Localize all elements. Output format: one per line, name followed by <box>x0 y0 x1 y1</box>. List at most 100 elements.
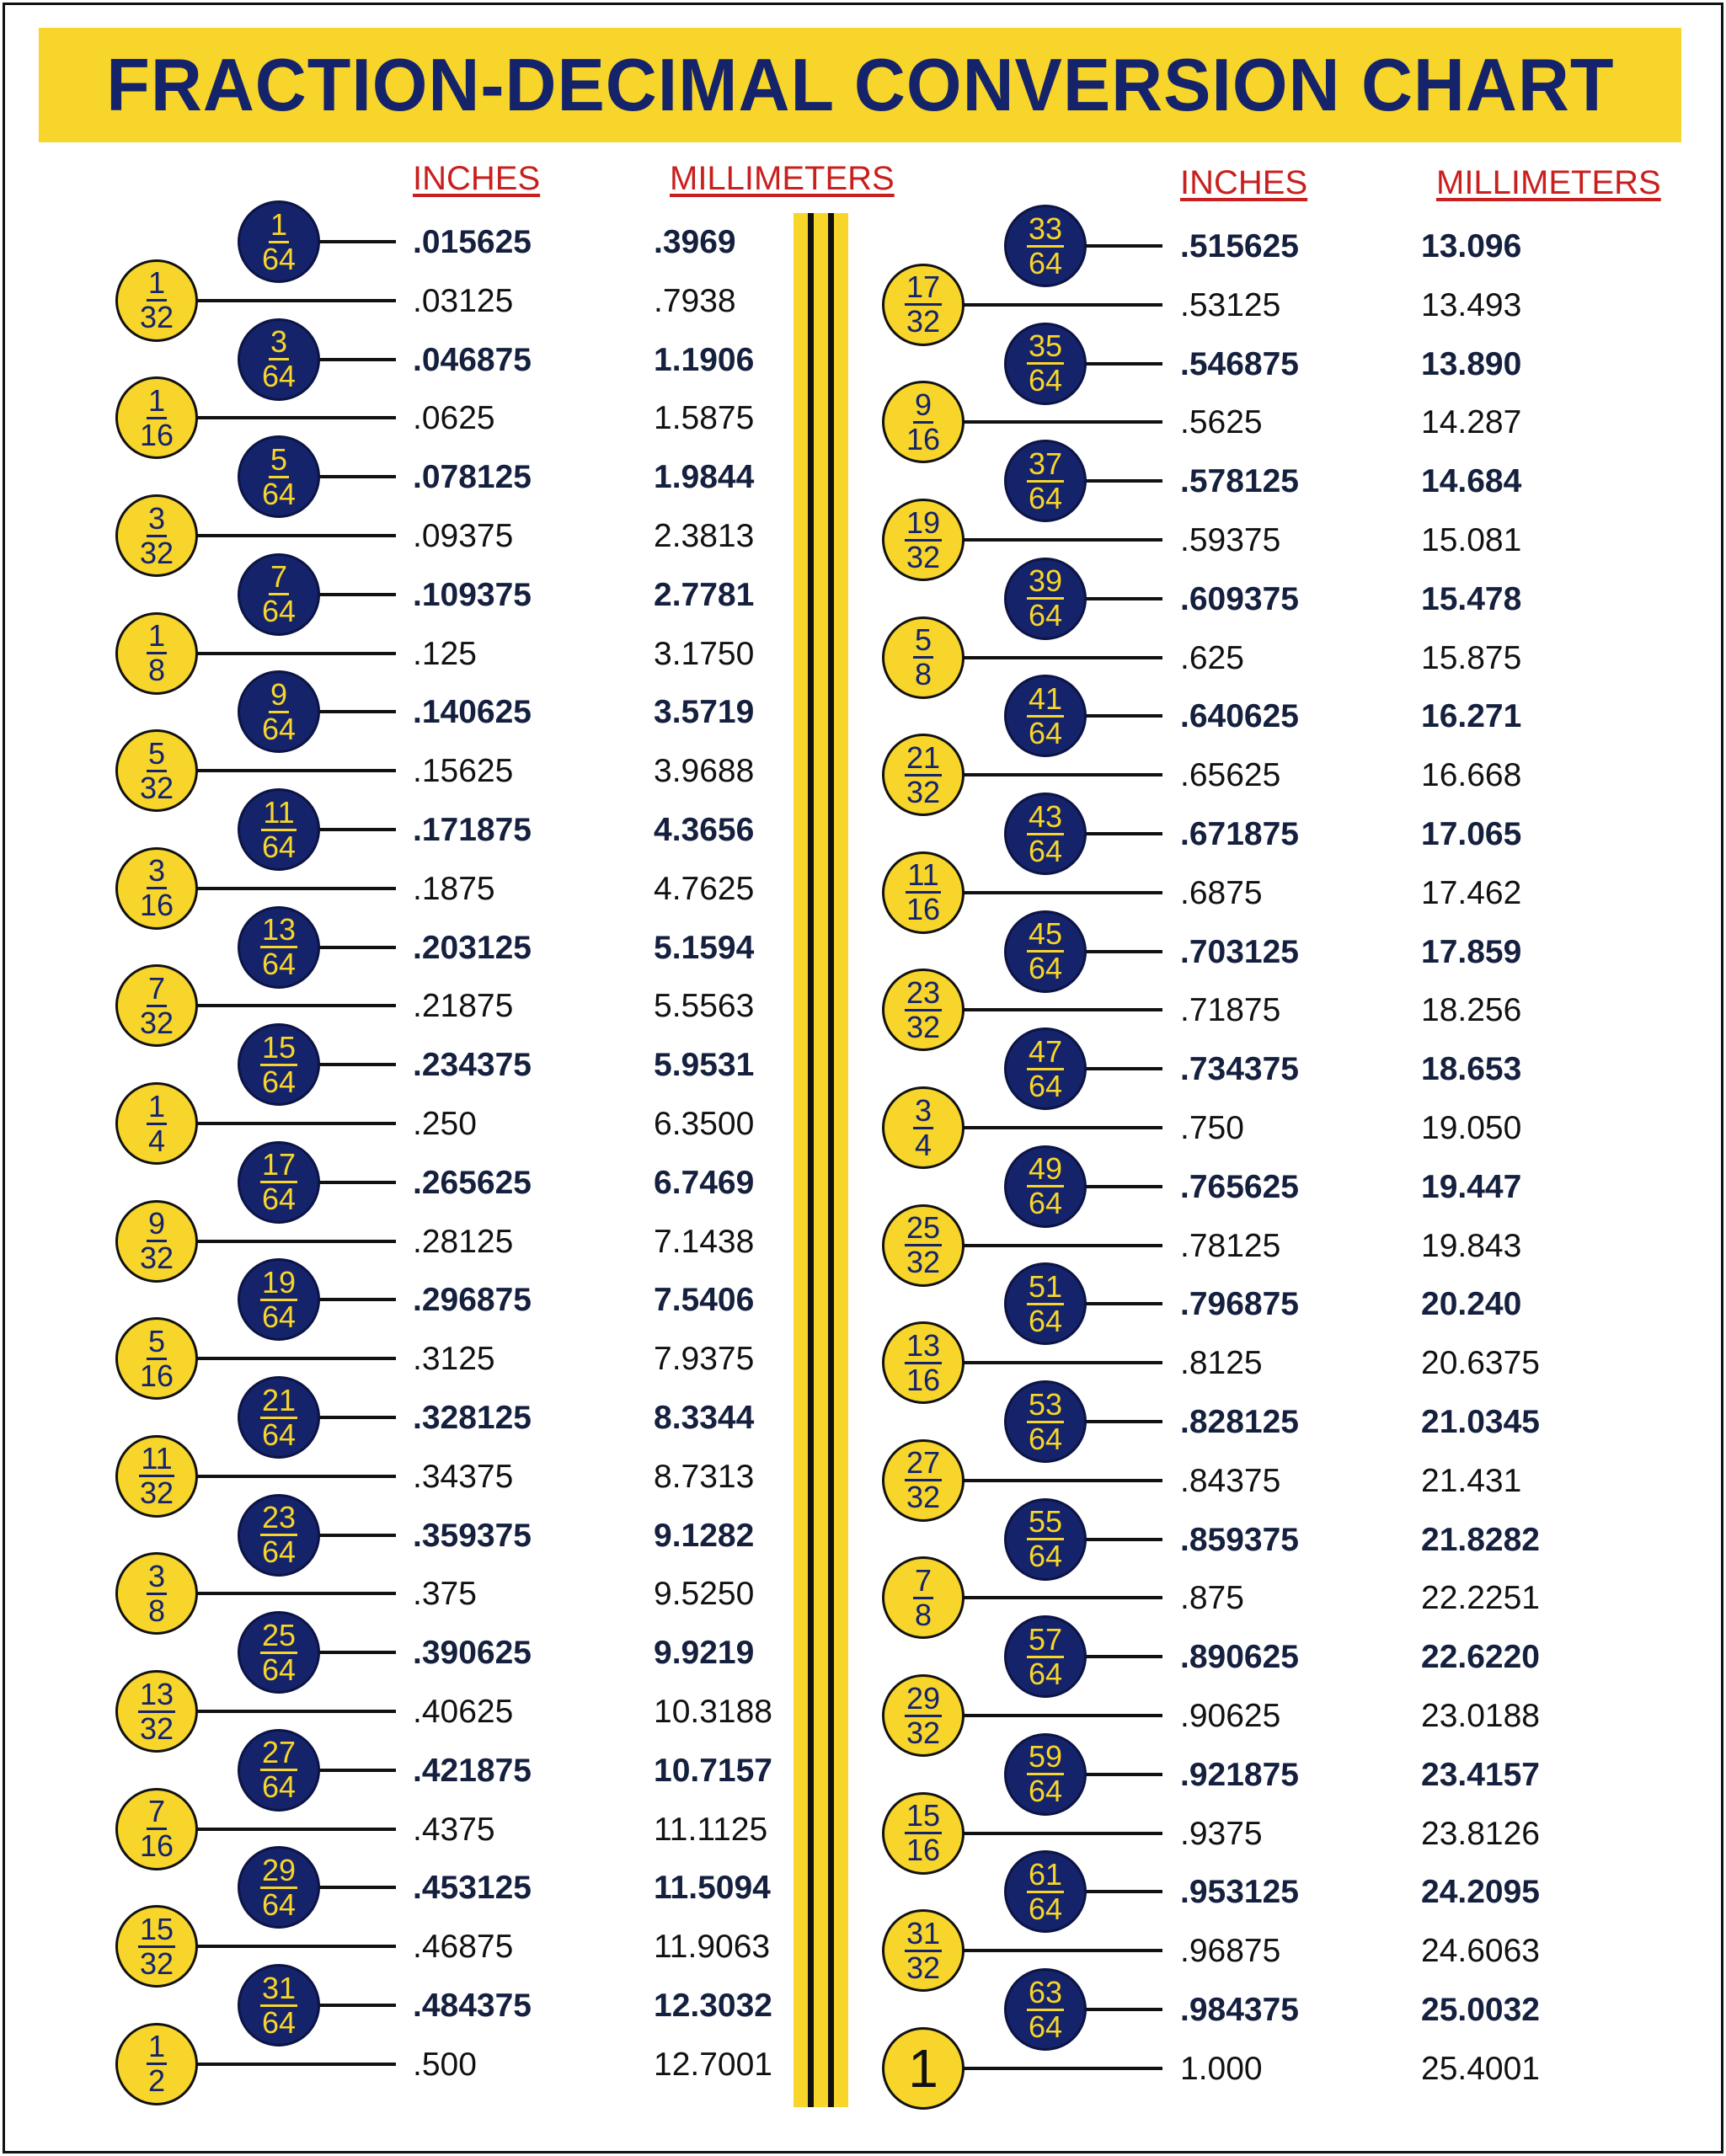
mm-value: 18.256 <box>1421 992 1522 1029</box>
header-inches-left: INCHES <box>413 160 541 197</box>
fraction-badge: 57 64 <box>1004 1615 1087 1699</box>
fraction-numerator: 13 <box>137 1676 176 1713</box>
fraction-numerator: 1 <box>146 382 168 419</box>
inches-value: .890625 <box>1180 1639 1299 1676</box>
fraction-denominator: 32 <box>906 1950 941 1985</box>
leader-line <box>195 1592 396 1596</box>
fraction-denominator: 32 <box>906 1480 941 1515</box>
fraction-denominator: 64 <box>1028 1891 1063 1926</box>
leader-line <box>961 1478 1162 1482</box>
fraction-badge: 9 32 <box>115 1199 198 1283</box>
inches-value: .5625 <box>1180 404 1263 441</box>
fraction-badge: 15 32 <box>115 1905 198 1988</box>
leader-line <box>195 1122 396 1125</box>
fraction-badge: 15 16 <box>882 1791 965 1875</box>
mm-value: 1.9844 <box>654 459 755 496</box>
mm-value: 20.240 <box>1421 1286 1522 1323</box>
fraction-denominator: 64 <box>1028 1068 1063 1103</box>
fraction-denominator: 8 <box>147 1593 166 1628</box>
fraction-denominator: 64 <box>1028 1421 1063 1456</box>
header-mm-left: MILLIMETERS <box>670 160 895 197</box>
fraction-numerator: 13 <box>904 1327 943 1364</box>
fraction-numerator: 3 <box>146 500 168 537</box>
fraction-denominator: 64 <box>1028 951 1063 986</box>
fraction-numerator: 33 <box>1026 211 1065 248</box>
inches-value: .921875 <box>1180 1756 1299 1793</box>
fraction-badge: 5 64 <box>238 435 320 519</box>
fraction-numerator: 9 <box>146 1206 168 1243</box>
inches-value: .265625 <box>413 1164 532 1201</box>
fraction-denominator: 64 <box>261 359 297 394</box>
leader-line <box>961 1126 1162 1129</box>
inches-value: .125 <box>413 635 477 672</box>
inches-value: .515625 <box>1180 228 1299 264</box>
inches-value: .765625 <box>1180 1168 1299 1205</box>
inches-value: .671875 <box>1180 816 1299 852</box>
leader-line <box>1083 1537 1162 1541</box>
fraction-denominator: 8 <box>147 653 166 688</box>
fraction-numerator: 63 <box>1026 1974 1065 2011</box>
inches-value: .15625 <box>413 753 514 790</box>
fraction-denominator: 64 <box>261 1417 297 1452</box>
leader-line <box>195 416 396 420</box>
mm-value: 2.7781 <box>654 576 755 613</box>
fraction-denominator: 64 <box>261 1299 297 1334</box>
mm-value: 22.2251 <box>1421 1580 1540 1617</box>
fraction-badge: 19 64 <box>238 1258 320 1342</box>
fraction-numerator: 29 <box>904 1680 943 1717</box>
fraction-numerator: 7 <box>912 1562 934 1599</box>
inches-value: .40625 <box>413 1694 514 1730</box>
fraction-denominator: 32 <box>139 770 174 805</box>
leader-line <box>961 890 1162 894</box>
fraction-badge: 53 64 <box>1004 1380 1087 1463</box>
mm-value: 9.5250 <box>654 1576 755 1613</box>
fraction-badge: 23 32 <box>882 969 965 1052</box>
leader-line <box>1083 596 1162 600</box>
fraction-numerator: 1 <box>146 2029 168 2066</box>
fraction-numerator: 15 <box>259 1029 298 1066</box>
mm-value: 10.7157 <box>654 1752 772 1789</box>
fraction-denominator: 16 <box>139 1358 174 1393</box>
leader-line <box>317 1533 396 1537</box>
inches-value: .203125 <box>413 929 532 966</box>
mm-value: 9.1282 <box>654 1517 755 1554</box>
leader-line <box>961 1243 1162 1247</box>
fraction-denominator: 16 <box>906 421 941 456</box>
mm-value: 14.684 <box>1421 463 1522 500</box>
leader-line <box>317 1180 396 1184</box>
mm-value: 12.7001 <box>654 2046 772 2083</box>
mm-value: 19.447 <box>1421 1168 1522 1205</box>
fraction-badge: 39 64 <box>1004 557 1087 640</box>
fraction-numerator: 1 <box>146 265 168 302</box>
mm-value: 5.5563 <box>654 988 755 1025</box>
inches-value: .9375 <box>1180 1815 1263 1852</box>
fraction-denominator: 32 <box>139 1476 174 1511</box>
mm-value: 4.7625 <box>654 870 755 907</box>
inches-value: .734375 <box>1180 1051 1299 1088</box>
inches-value: .375 <box>413 1576 477 1613</box>
fraction-denominator: 64 <box>261 476 297 511</box>
fraction-numerator: 3 <box>912 1092 934 1129</box>
fraction-numerator: 1 <box>268 206 290 243</box>
fraction-denominator: 64 <box>1028 1539 1063 1574</box>
mm-value: 5.9531 <box>654 1047 755 1084</box>
fraction-denominator: 64 <box>261 711 297 746</box>
inches-value: .500 <box>413 2046 477 2083</box>
fraction-denominator: 32 <box>906 774 941 809</box>
fraction-badge: 7 16 <box>115 1787 198 1870</box>
fraction-denominator: 64 <box>1028 245 1063 280</box>
mm-value: 14.287 <box>1421 404 1522 441</box>
mm-value: 21.8282 <box>1421 1521 1540 1558</box>
inches-value: .828125 <box>1180 1404 1299 1440</box>
leader-line <box>961 538 1162 542</box>
fraction-badge: 45 64 <box>1004 910 1087 993</box>
fraction-denominator: 64 <box>261 1064 297 1099</box>
fraction-denominator: 64 <box>1028 833 1063 868</box>
fraction-badge: 21 32 <box>882 734 965 817</box>
leader-line <box>317 710 396 714</box>
leader-line <box>1083 714 1162 718</box>
mm-value: 23.8126 <box>1421 1815 1540 1852</box>
leader-line <box>317 1886 396 1890</box>
page-border <box>3 3 1723 2153</box>
leader-line <box>961 420 1162 424</box>
